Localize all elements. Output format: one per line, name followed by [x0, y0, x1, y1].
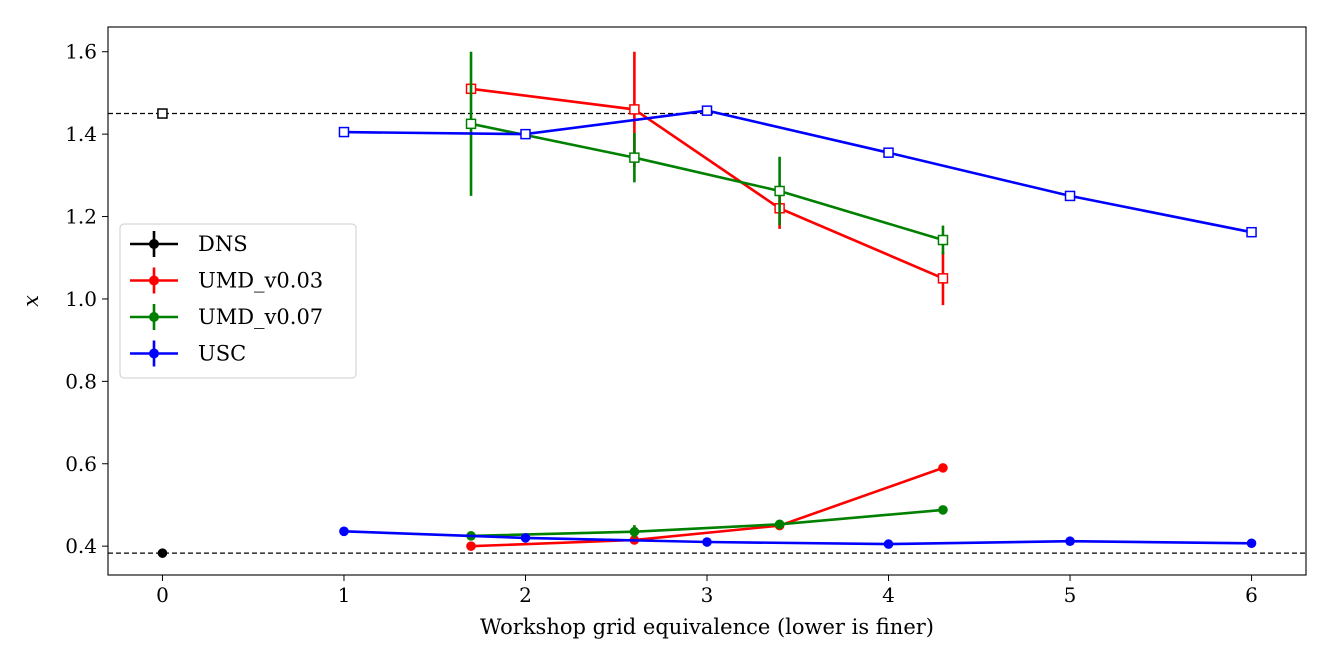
legend-label: DNS [198, 232, 248, 256]
series-USC [338, 105, 1257, 549]
series-line-lower [470, 508, 944, 538]
data-point-lower [702, 537, 712, 547]
series-line-lower [343, 530, 1252, 546]
legend-marker [149, 348, 159, 359]
series-line-upper [343, 109, 1252, 234]
legend-box [119, 223, 357, 379]
y-tick-label: 1.2 [65, 205, 97, 229]
x-tick-label: 5 [1064, 583, 1077, 607]
x-tick-label: 3 [701, 583, 714, 607]
data-point-lower [157, 548, 168, 558]
data-point-upper [937, 234, 949, 246]
data-point-lower [774, 519, 785, 530]
x-tick-label: 1 [338, 583, 351, 607]
series-line-upper [470, 122, 944, 242]
legend-item-USC: USC [130, 340, 246, 367]
legend-label: USC [198, 342, 246, 366]
x-tick-label: 0 [156, 583, 169, 607]
legend: DNS UMD_v0.03 UMD_v0.07 USC [119, 223, 357, 379]
data-point-lower [1065, 536, 1075, 547]
y-tick-label: 1.0 [65, 287, 97, 311]
x-axis-title: Workshop grid equivalence (lower is fine… [480, 615, 934, 639]
data-point-upper [1064, 190, 1076, 202]
data-point-upper [338, 126, 350, 138]
series-UMD_v0.03 [465, 51, 949, 551]
legend-item-DNS: DNS [130, 231, 248, 257]
data-point-upper [629, 104, 640, 115]
y-tick-label: 0.8 [65, 369, 97, 393]
legend-label: UMD_v0.07 [198, 305, 323, 329]
data-point-upper [520, 128, 531, 140]
data-point-upper [1246, 226, 1257, 238]
y-tick-label: 1.6 [65, 40, 97, 64]
x-tick-label: 4 [882, 583, 895, 607]
data-point-lower [629, 526, 640, 537]
x-tick-label: 6 [1245, 583, 1258, 607]
data-point-upper [629, 152, 640, 163]
data-point-lower [883, 539, 894, 549]
series-line-lower [470, 466, 944, 548]
series-layer [157, 51, 1257, 558]
series-DNS [157, 108, 168, 558]
data-point-upper [883, 147, 894, 158]
data-point-lower [938, 463, 948, 473]
data-point-upper [701, 105, 713, 116]
y-axis: 0.4 0.6 0.8 1.0 1.2 1.4 1.6 [65, 40, 108, 558]
x-tick-label: 2 [519, 583, 532, 607]
data-point-upper [157, 108, 168, 119]
series-line-upper [470, 87, 944, 280]
legend-item-UMD_v0.07: UMD_v0.07 [130, 304, 323, 330]
data-point-lower [520, 533, 531, 543]
legend-marker [149, 275, 159, 286]
legend-label: UMD_v0.03 [198, 269, 323, 293]
x-axis: 0 1 2 3 4 5 6 [156, 575, 1258, 607]
y-tick-label: 1.4 [65, 122, 97, 146]
data-point-lower [466, 541, 476, 551]
y-tick-label: 0.4 [65, 534, 97, 558]
legend-marker [149, 312, 159, 322]
data-point-upper [937, 273, 949, 284]
y-tick-label: 0.6 [65, 452, 97, 476]
data-point-lower [1246, 538, 1257, 549]
data-point-upper [774, 185, 785, 197]
data-point-upper [465, 118, 477, 130]
legend-marker [149, 239, 159, 249]
legend-item-UMD_v0.03: UMD_v0.03 [130, 267, 323, 294]
data-point-lower [339, 526, 349, 537]
series-UMD_v0.07 [465, 51, 949, 541]
data-point-lower [938, 505, 948, 515]
y-axis-title: x [19, 295, 43, 307]
